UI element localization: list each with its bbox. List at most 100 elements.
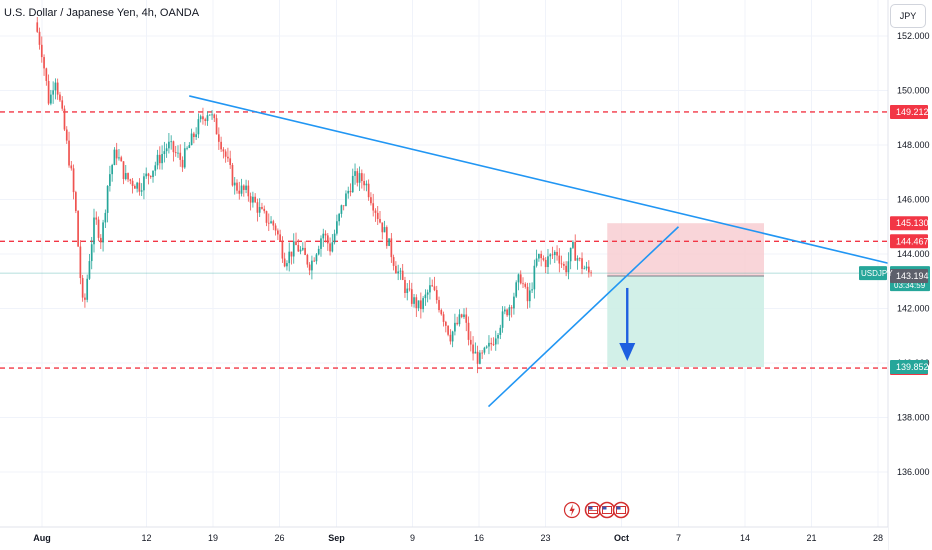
candle <box>240 178 243 197</box>
candle <box>306 253 309 268</box>
down-arrow-icon[interactable] <box>619 287 636 362</box>
candle <box>122 161 125 185</box>
candle <box>401 263 404 281</box>
candle <box>358 166 361 192</box>
time-tick-label: 21 <box>806 533 816 543</box>
candle <box>211 110 213 120</box>
candle <box>383 220 386 233</box>
candle <box>36 17 39 33</box>
candle <box>320 235 322 257</box>
candle <box>340 204 343 218</box>
candle <box>204 117 207 126</box>
candle <box>274 223 277 236</box>
ascending-trendline[interactable] <box>487 226 680 408</box>
candle <box>279 229 281 242</box>
candle <box>438 296 440 313</box>
candle <box>158 146 161 170</box>
candle <box>156 149 159 170</box>
candle <box>440 308 443 316</box>
candle <box>549 253 552 265</box>
time-tick-label: 19 <box>208 533 218 543</box>
candle <box>136 181 138 193</box>
price-tick-label: 146.000 <box>897 195 930 205</box>
candle <box>188 142 191 149</box>
time-tick-label: Oct <box>614 533 629 543</box>
candle <box>290 251 293 265</box>
time-tick-label: 16 <box>474 533 484 543</box>
candle <box>292 233 295 264</box>
candle <box>447 325 449 337</box>
candle <box>494 330 497 351</box>
candle <box>356 168 359 187</box>
lightning-icon[interactable] <box>563 501 581 519</box>
stop-loss-zone[interactable] <box>607 223 764 276</box>
candle <box>120 155 123 162</box>
time-axis[interactable]: Aug 12 19 26 Sep 9 16 23 Oct 7 14 21 28 <box>0 526 888 550</box>
candle <box>540 250 543 267</box>
candle <box>270 216 272 224</box>
stop-loss-label: 145.130 <box>896 218 929 228</box>
candle <box>168 133 170 154</box>
candle <box>392 254 395 271</box>
candle <box>481 349 483 359</box>
candle <box>295 232 297 246</box>
candle <box>68 131 70 168</box>
candle <box>258 198 261 218</box>
candle <box>45 67 48 86</box>
candle <box>490 337 493 351</box>
candle <box>395 261 397 274</box>
candle <box>265 210 268 227</box>
candle <box>65 126 68 144</box>
candle <box>95 211 98 225</box>
candle <box>331 234 334 253</box>
flag-icon[interactable] <box>598 501 616 519</box>
flag-icon[interactable] <box>612 501 630 519</box>
candle <box>249 192 252 211</box>
candle <box>508 304 511 321</box>
plot-area <box>0 17 932 408</box>
candle <box>231 162 234 187</box>
entry-label: 143.194 <box>896 271 929 281</box>
candle <box>313 257 316 263</box>
descending-trendline[interactable] <box>189 95 932 322</box>
candle <box>140 183 143 196</box>
candle <box>535 249 538 268</box>
time-tick-label: 14 <box>740 533 750 543</box>
candle <box>556 245 558 261</box>
candle <box>111 163 114 182</box>
candle <box>52 81 54 104</box>
candle <box>299 246 302 255</box>
candles <box>36 17 592 374</box>
currency-button[interactable]: JPY <box>890 4 926 28</box>
candle <box>81 274 84 302</box>
candle <box>479 350 481 365</box>
candle <box>424 289 427 306</box>
candle <box>304 241 306 256</box>
flag-icon[interactable] <box>584 501 602 519</box>
candle <box>233 177 236 195</box>
candle <box>590 270 592 277</box>
symbol-badge[interactable]: USDJPY <box>859 266 893 281</box>
candle <box>324 230 327 243</box>
candle <box>433 276 436 292</box>
candle <box>351 168 354 193</box>
price-axis[interactable]: 152.000 150.000 148.000 146.000 144.000 142.0… <box>887 0 932 550</box>
candle <box>199 114 202 123</box>
candle <box>565 261 567 277</box>
candle <box>513 292 515 315</box>
candle <box>413 294 415 308</box>
candle <box>59 91 61 102</box>
candle <box>578 257 581 262</box>
candle <box>488 335 490 355</box>
candle <box>165 143 168 158</box>
candle <box>102 219 104 252</box>
candle <box>77 210 79 247</box>
candle <box>360 169 363 189</box>
take-profit-zone[interactable] <box>607 275 764 368</box>
time-tick-label: 12 <box>141 533 151 543</box>
candle <box>63 105 66 131</box>
candle <box>86 274 89 303</box>
candle <box>74 190 77 214</box>
candle <box>172 140 175 162</box>
